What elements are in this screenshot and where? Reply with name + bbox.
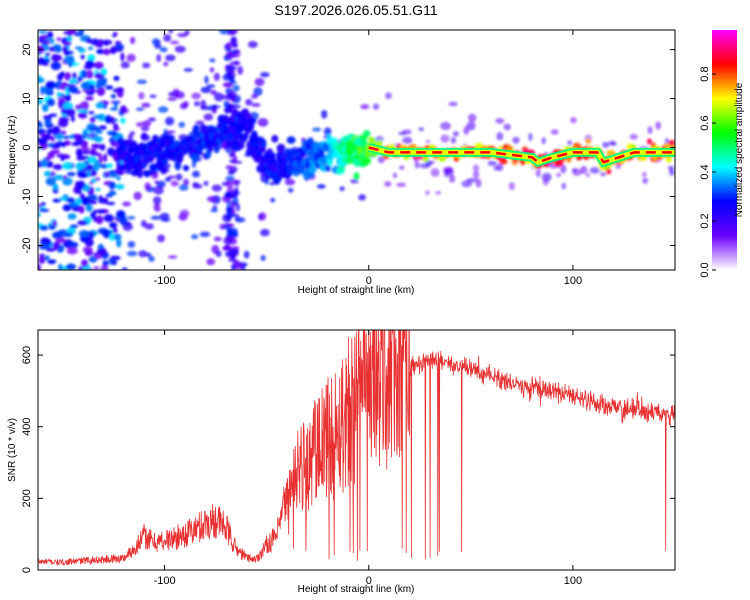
colorbar-gradient: [712, 30, 737, 270]
heatmap-frame: [37, 29, 676, 271]
y-tick-label: 0: [21, 144, 33, 150]
snr-line-layer: [38, 330, 675, 567]
chart-title: S197.2026.026.05.51.G11: [274, 2, 437, 18]
ridge-core: [368, 146, 675, 164]
y-tick-label: -20: [21, 238, 33, 254]
x-tick-label: 100: [564, 575, 582, 587]
y-tick-label: 10: [21, 92, 33, 104]
snr-series-line: [38, 330, 675, 567]
x-tick-label: 0: [366, 575, 372, 587]
colorbar-tick-label: 0.8: [699, 66, 711, 81]
y-tick-label: 20: [21, 43, 33, 55]
heatmap-x-axis-label: Height of straight line (km): [298, 285, 415, 296]
heatmap-y-axis-label: Frequency (Hz): [7, 116, 18, 185]
colorbar-tick-label: 0.4: [699, 164, 711, 179]
snr-panel: -100 0 100 0 200 400 600 Height of straight li…: [7, 329, 676, 595]
y-tick-label: 200: [21, 489, 33, 507]
colorbar-label: Normalized spectral amplitude: [734, 82, 745, 217]
y-tick-label: 600: [21, 346, 33, 364]
y-tick-label: 400: [21, 418, 33, 436]
colorbar: 0.0 0.2 0.4 0.6 0.8 Normalized spectral ampl…: [699, 30, 745, 278]
snr-ticks: -100 0 100 0 200 400 600: [21, 330, 675, 587]
x-tick-label: 0: [366, 275, 372, 287]
snr-x-axis-label: Height of straight line (km): [298, 584, 415, 595]
snr-frame: [37, 329, 676, 571]
y-tick-label: -10: [21, 189, 33, 205]
heatmap-cells: [38, 30, 675, 270]
x-tick-label: -100: [154, 575, 176, 587]
snr-y-axis-label: SNR (10 * v/v): [7, 418, 18, 482]
colorbar-tick-label: 0.2: [699, 213, 711, 228]
colorbar-ticks: 0.0 0.2 0.4 0.6 0.8: [699, 66, 716, 278]
x-tick-label: -100: [154, 275, 176, 287]
colorbar-tick-label: 0.0: [699, 262, 711, 277]
x-tick-label: 100: [564, 275, 582, 287]
y-tick-label: 0: [21, 567, 33, 573]
colorbar-tick-label: 0.6: [699, 115, 711, 130]
